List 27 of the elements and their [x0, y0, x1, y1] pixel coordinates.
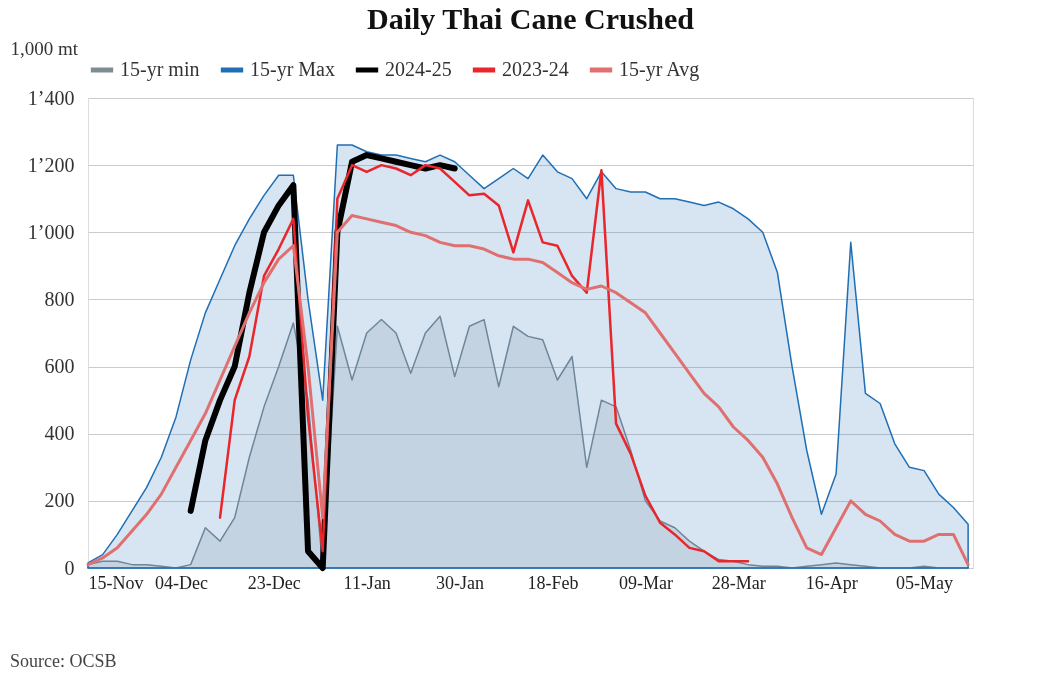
x-tick-label: 16-Apr	[805, 572, 858, 593]
x-tick-label: 30-Jan	[436, 572, 485, 593]
x-tick-label: 04-Dec	[154, 572, 208, 593]
y-tick-label: 200	[44, 489, 75, 512]
x-tick-label: 18-Feb	[527, 572, 579, 593]
y-tick-label: 400	[44, 422, 75, 445]
chart-title: Daily Thai Cane Crushed	[366, 2, 695, 35]
y-tick-label: 1’000	[27, 220, 75, 243]
y-tick-label: 1’200	[27, 153, 75, 176]
line-series	[86, 214, 970, 567]
y-tick-label: 0	[64, 556, 75, 579]
x-tick-label: 05-May	[896, 572, 954, 593]
x-tick-label: 28-Mar	[711, 572, 766, 593]
legend-label: 15-yr Max	[250, 58, 335, 81]
x-tick-label: 15-Nov	[88, 572, 144, 593]
y-tick-label: 1’400	[27, 86, 75, 109]
y-tick-label: 600	[44, 355, 75, 378]
legend-label: 2023-24	[502, 58, 569, 80]
legend-label: 15-yr min	[120, 58, 200, 81]
y-tick-label: 800	[44, 287, 75, 310]
legend-label: 2024-25	[385, 58, 452, 80]
x-tick-label: 23-Dec	[247, 572, 301, 593]
x-tick-label: 11-Jan	[343, 572, 391, 593]
source-note: Source: OCSB	[10, 651, 117, 671]
x-tick-label: 09-Mar	[618, 572, 673, 593]
y-axis-title: 1,000 mt	[10, 37, 79, 59]
legend-label: 15-yr Avg	[619, 58, 700, 81]
